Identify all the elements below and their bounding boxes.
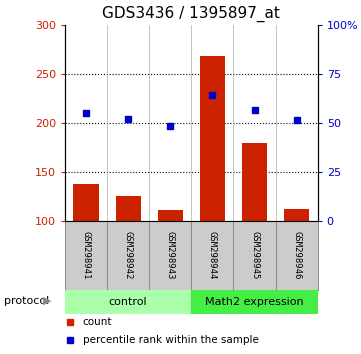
Text: GSM298943: GSM298943 xyxy=(166,231,175,280)
Bar xyxy=(284,209,309,221)
Text: Math2 expression: Math2 expression xyxy=(205,297,304,307)
Text: GSM298945: GSM298945 xyxy=(250,231,259,280)
Bar xyxy=(200,56,225,221)
Text: GSM298946: GSM298946 xyxy=(292,231,301,280)
Text: ▶: ▶ xyxy=(43,296,51,306)
Bar xyxy=(158,210,183,221)
Bar xyxy=(116,196,141,221)
Bar xyxy=(242,143,267,221)
Text: GSM298941: GSM298941 xyxy=(82,231,91,280)
Text: GSM298944: GSM298944 xyxy=(208,231,217,280)
Bar xyxy=(65,290,191,314)
Title: GDS3436 / 1395897_at: GDS3436 / 1395897_at xyxy=(103,6,280,22)
Text: control: control xyxy=(109,297,147,307)
Bar xyxy=(73,184,99,221)
Text: percentile rank within the sample: percentile rank within the sample xyxy=(83,335,258,346)
Text: count: count xyxy=(83,318,112,327)
Text: protocol: protocol xyxy=(4,296,49,306)
Bar xyxy=(191,290,318,314)
Text: GSM298942: GSM298942 xyxy=(124,231,132,280)
